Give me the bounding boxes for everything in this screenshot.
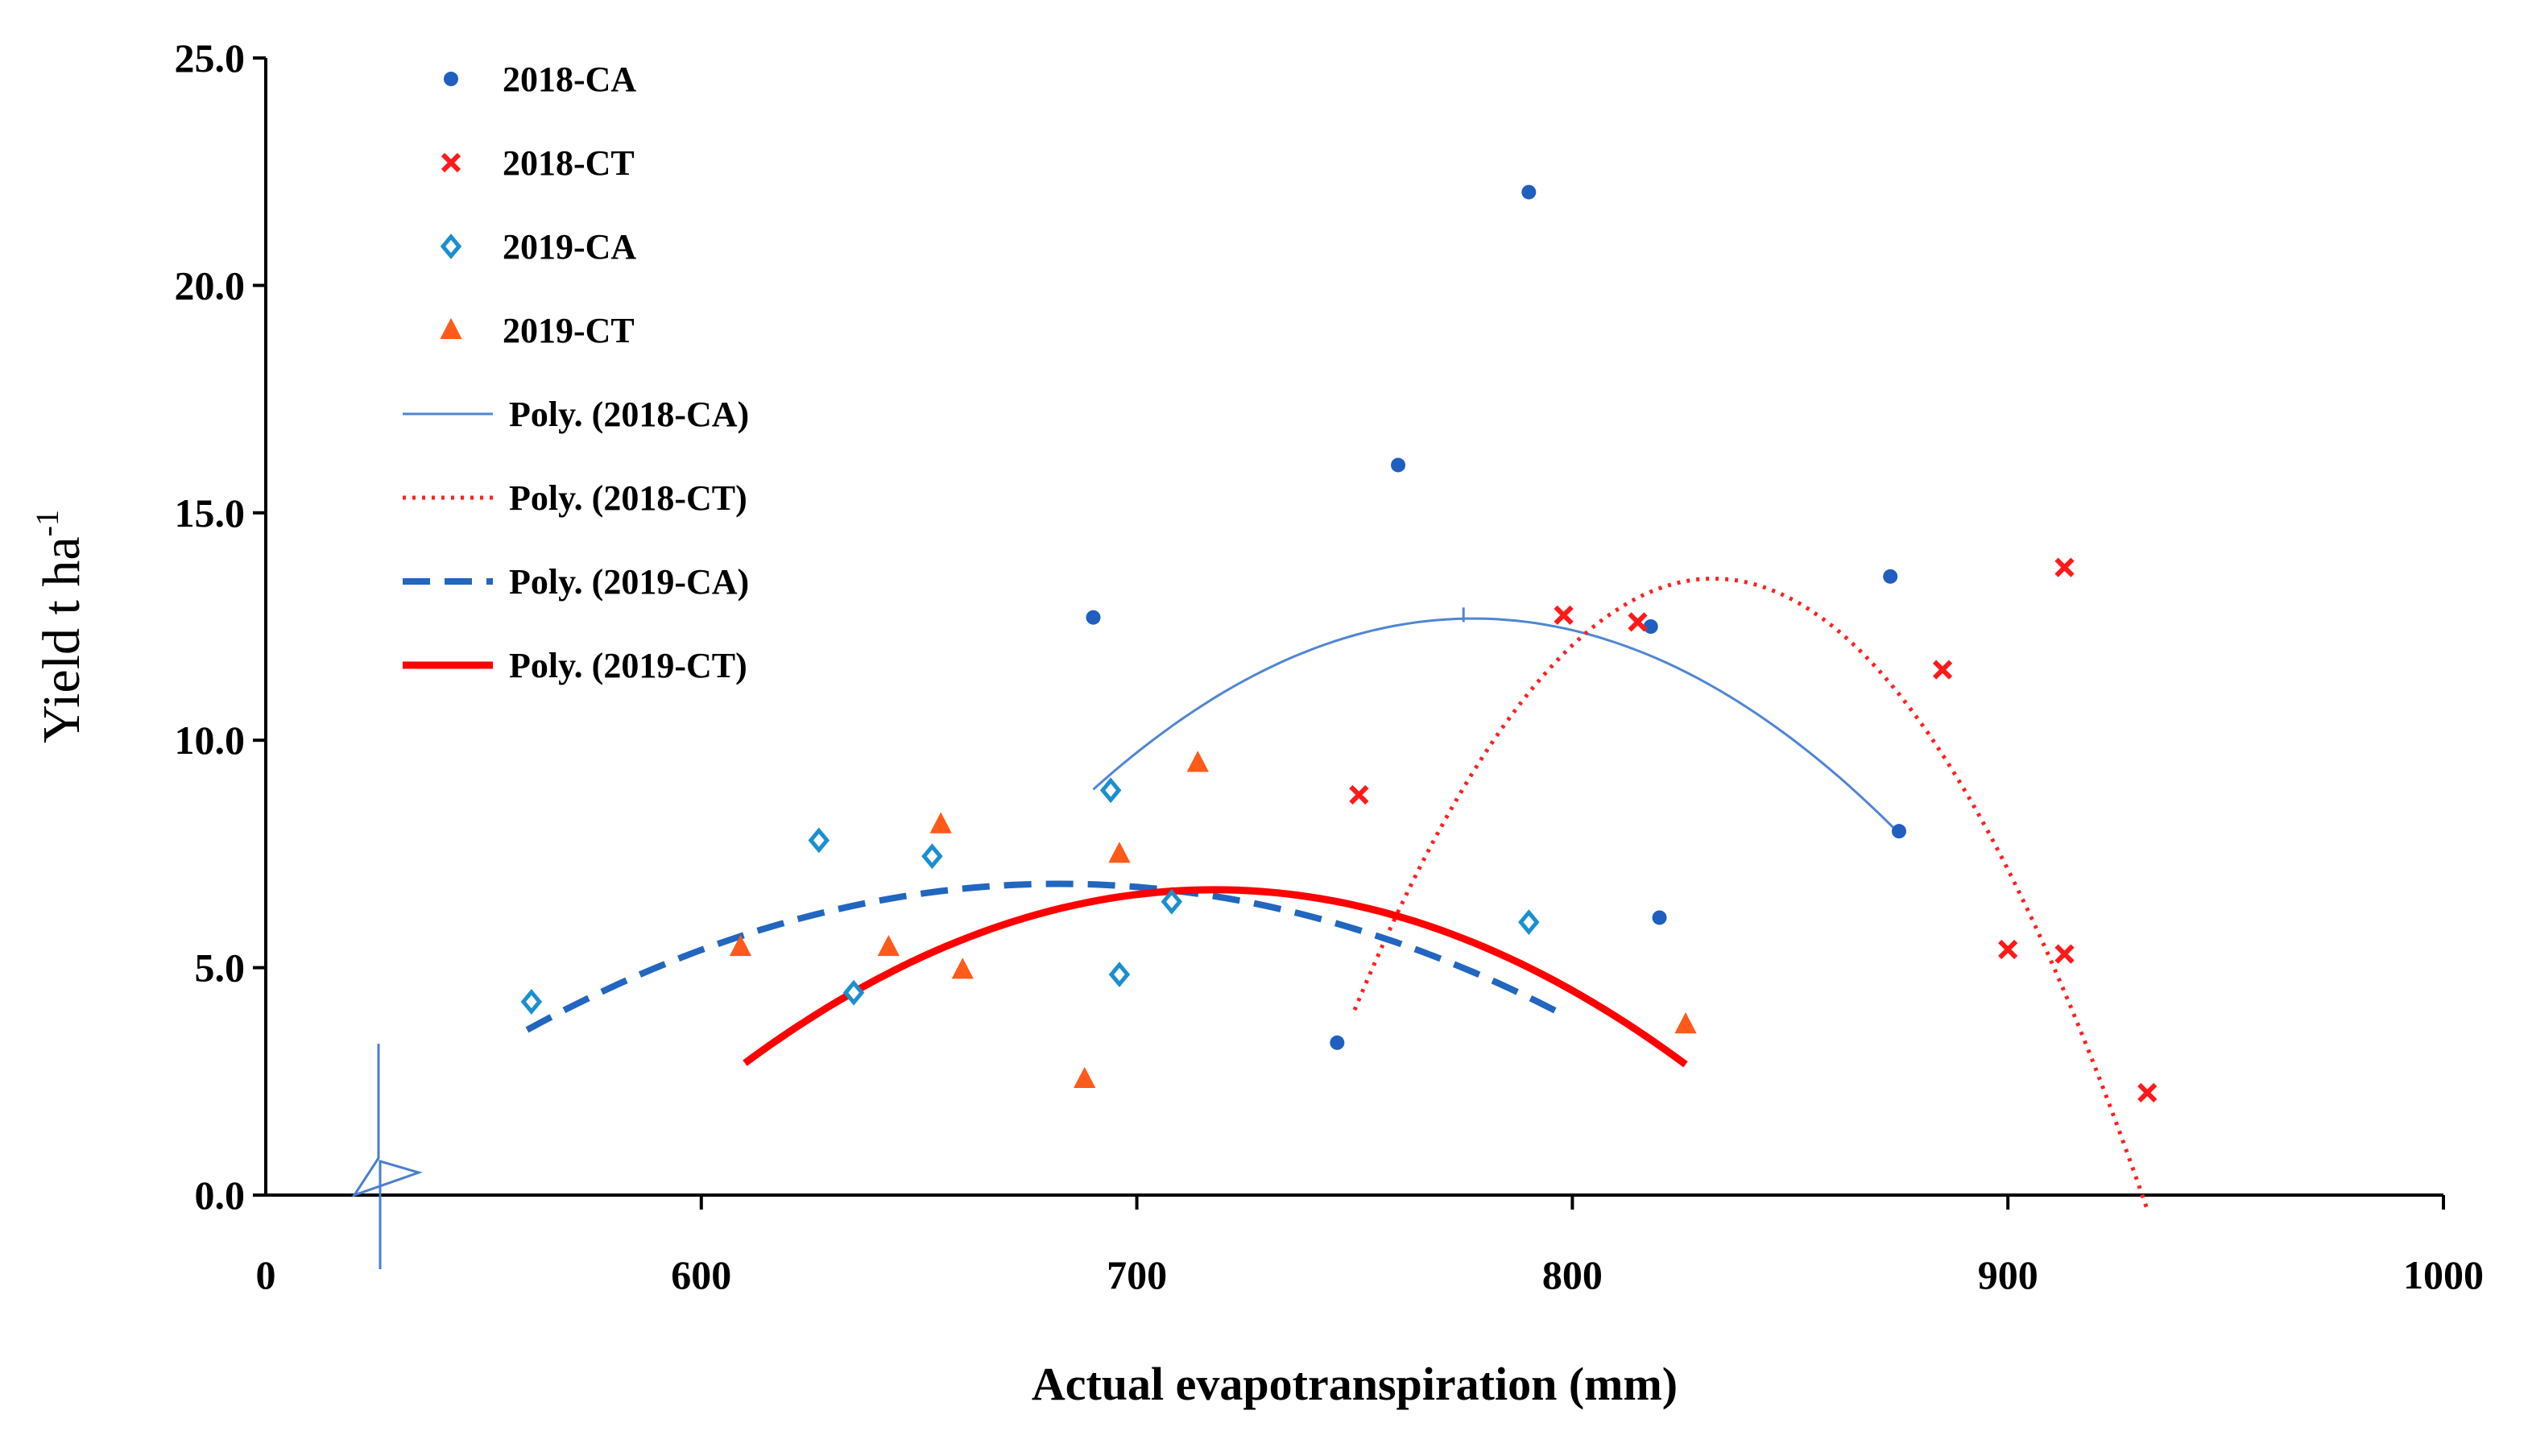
legend-label: Poly. (2019-CT)	[509, 646, 747, 685]
legend-label: 2018-CA	[503, 60, 636, 99]
point-2018-ct	[1554, 605, 1574, 626]
trendlines	[525, 576, 2149, 1211]
data-points	[520, 184, 2158, 1103]
point-2019-ca	[520, 989, 543, 1015]
point-2018-ct	[2054, 557, 2075, 577]
point-2018-ct-stroke	[2054, 557, 2075, 577]
legend-marker-2018-ca	[444, 72, 458, 86]
plot-area: 0.0 5.0 10.0 15.0 20.0 25.0 600 700 800 900 1000	[175, 35, 2485, 1297]
trendline-poly-2018-ct	[1352, 576, 2149, 1211]
point-2018-ct	[2137, 1082, 2158, 1103]
point-2019-ct	[1186, 751, 1209, 772]
point-2018-ca	[1652, 910, 1667, 925]
point-2019-ca	[921, 843, 943, 870]
point-2018-ct-stroke	[2137, 1082, 2158, 1103]
legend-item-poly-2018-ca: Poly. (2018-CA)	[403, 395, 749, 434]
point-2018-ca	[1892, 824, 1906, 839]
y-axis-title-main: Yield t ha	[32, 536, 91, 743]
y-axis-title: Yield t ha-1	[29, 510, 91, 743]
point-2019-ct	[729, 935, 752, 957]
legend-marker-2018-ct	[441, 152, 461, 173]
point-2019-ct	[1674, 1012, 1697, 1034]
x-tick-label: 700	[1107, 1252, 1167, 1297]
y-tick-label: 10.0	[175, 718, 246, 763]
y-axis-ticks: 0.0 5.0 10.0 15.0 20.0 25.0	[175, 35, 266, 1218]
legend-item-2019-ca: 2019-CA	[440, 227, 636, 267]
legend-label: 2018-CT	[503, 143, 635, 183]
y-tick-label: 20.0	[175, 263, 246, 308]
x-axis-ticks: 600 700 800 900 1000	[671, 1195, 2484, 1297]
point-2018-ct	[2054, 944, 2075, 964]
point-2019-ct	[877, 935, 900, 957]
point-2019-ca	[1518, 909, 1540, 936]
y-axis-title-exponent: -1	[29, 510, 65, 536]
stray-glyph-icon	[351, 1044, 423, 1269]
point-2018-ct	[1998, 939, 2018, 960]
legend-item-2018-ct: 2018-CT	[441, 143, 635, 183]
legend-item-2018-ca: 2018-CA	[444, 60, 636, 99]
legend-label: Poly. (2018-CT)	[509, 478, 747, 518]
point-2018-ca	[1330, 1035, 1345, 1050]
legend-item-poly-2018-ct: Poly. (2018-CT)	[403, 478, 747, 518]
point-2018-ca	[1086, 610, 1101, 625]
point-2018-ct-stroke	[1998, 939, 2018, 960]
legend-marker-2019-ca	[440, 234, 462, 259]
point-2018-ct-stroke	[1349, 784, 1369, 805]
x-tick-label: 900	[1978, 1252, 2038, 1297]
point-2019-ct	[951, 958, 974, 979]
legend-label: 2019-CA	[503, 227, 636, 267]
trendline-poly-2019-ct	[743, 886, 1688, 1068]
point-2018-ca	[1521, 184, 1537, 200]
point-2018-ct	[1628, 612, 1648, 632]
point-2019-ca	[1108, 962, 1131, 987]
y-tick-label: 15.0	[175, 490, 246, 536]
x-tick-label: 600	[671, 1252, 731, 1297]
point-2018-ca	[1643, 619, 1658, 634]
point-2018-ct-stroke	[1554, 605, 1574, 626]
point-2018-ca	[1883, 569, 1898, 584]
legend-item-poly-2019-ct: Poly. (2019-CT)	[403, 646, 747, 685]
x-origin-label: 0	[256, 1252, 276, 1297]
legend-item-2019-ct: 2019-CT	[440, 311, 635, 350]
y-tick-label: 0.0	[195, 1173, 246, 1218]
legend: 2018-CA 2018-CT 2019-CA 2019-CT Poly. (2018-…	[403, 60, 749, 685]
point-2019-ct	[1108, 842, 1131, 863]
y-tick-label: 5.0	[195, 945, 246, 991]
point-2019-ca	[1161, 888, 1183, 915]
y-tick-label: 25.0	[175, 35, 246, 81]
legend-item-poly-2019-ca: Poly. (2019-CA)	[403, 562, 749, 602]
legend-label: 2019-CT	[503, 311, 635, 350]
x-tick-label: 1000	[2403, 1252, 2484, 1297]
legend-marker-2019-ct	[440, 317, 462, 339]
point-2018-ct	[1932, 660, 1953, 680]
legend-label: Poly. (2018-CA)	[509, 395, 749, 434]
point-2019-ca	[1099, 777, 1122, 804]
x-axis-title: Actual evapotranspiration (mm)	[1032, 1358, 1678, 1410]
point-2019-ct	[1074, 1066, 1096, 1088]
point-2018-ct-stroke	[1628, 612, 1648, 632]
legend-marker-2018-ct-stroke	[441, 152, 461, 173]
trendline-poly-2019-ca	[525, 880, 1566, 1033]
point-2019-ca	[808, 827, 830, 854]
legend-label: Poly. (2019-CA)	[509, 562, 749, 602]
x-tick-label: 800	[1542, 1252, 1603, 1297]
point-2018-ct	[1349, 784, 1369, 805]
point-2018-ca	[1391, 457, 1406, 473]
trendline-poly-2018-ca	[1092, 617, 1901, 834]
point-2019-ca	[842, 979, 865, 1006]
point-2018-ct-stroke	[1932, 660, 1953, 680]
point-2018-ct-stroke	[2054, 944, 2075, 964]
point-2019-ct	[929, 812, 952, 833]
